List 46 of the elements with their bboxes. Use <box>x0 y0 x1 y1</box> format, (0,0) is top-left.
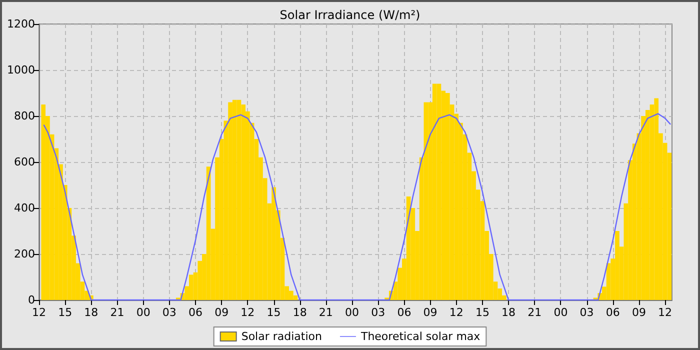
bar <box>293 295 298 300</box>
x-tick-label: 21 <box>528 306 542 319</box>
bar <box>424 102 428 300</box>
bar <box>41 104 46 300</box>
bar <box>188 274 194 300</box>
x-tick-label: 03 <box>162 306 176 319</box>
y-tick-label: 600 <box>14 156 35 168</box>
x-tick-label: 09 <box>632 306 646 319</box>
x-tick-label: 18 <box>292 306 307 319</box>
x-tick-label: 09 <box>423 306 438 319</box>
x-tick-label: 06 <box>397 306 412 319</box>
x-tick-label: 12 <box>32 306 46 319</box>
bar <box>236 100 242 300</box>
line-series <box>43 113 671 301</box>
x-tick-label: 00 <box>345 306 360 319</box>
x-tick-label: 15 <box>475 306 490 319</box>
x-tick-label: 12 <box>449 306 464 319</box>
bar <box>445 93 450 300</box>
x-tick-label: 03 <box>371 306 386 319</box>
y-tick-label: 200 <box>14 248 35 260</box>
y-tick-label: 1200 <box>7 18 35 30</box>
bar <box>654 98 659 300</box>
x-tick-label: 18 <box>502 306 516 319</box>
x-tick-label: 15 <box>58 306 72 319</box>
x-tick-label: 06 <box>188 306 203 319</box>
x-tick-label: 18 <box>84 306 98 319</box>
x-tick-label: 03 <box>580 306 594 319</box>
bar <box>432 84 437 300</box>
x-tick-label: 12 <box>240 306 255 319</box>
y-tick-label: 1000 <box>7 64 35 76</box>
legend-label: Theoretical solar max <box>360 330 481 343</box>
y-tick-label: 0 <box>28 294 35 306</box>
x-tick-label: 00 <box>136 306 150 319</box>
x-tick-label: 09 <box>214 306 229 319</box>
legend-label: Solar radiation <box>241 330 322 343</box>
x-tick-label: 15 <box>266 306 281 319</box>
y-tick-label: 400 <box>14 202 35 214</box>
chart-title: Solar Irradiance (W/m²) <box>280 8 420 22</box>
bar <box>436 84 442 300</box>
x-tick-label: 12 <box>658 306 672 319</box>
x-tick-label: 00 <box>554 306 568 319</box>
x-tick-label: 21 <box>110 306 124 319</box>
y-tick-label: 800 <box>14 110 35 122</box>
x-tick-label: 21 <box>318 306 333 319</box>
x-tick-label: 06 <box>606 306 620 319</box>
bar <box>232 100 237 300</box>
